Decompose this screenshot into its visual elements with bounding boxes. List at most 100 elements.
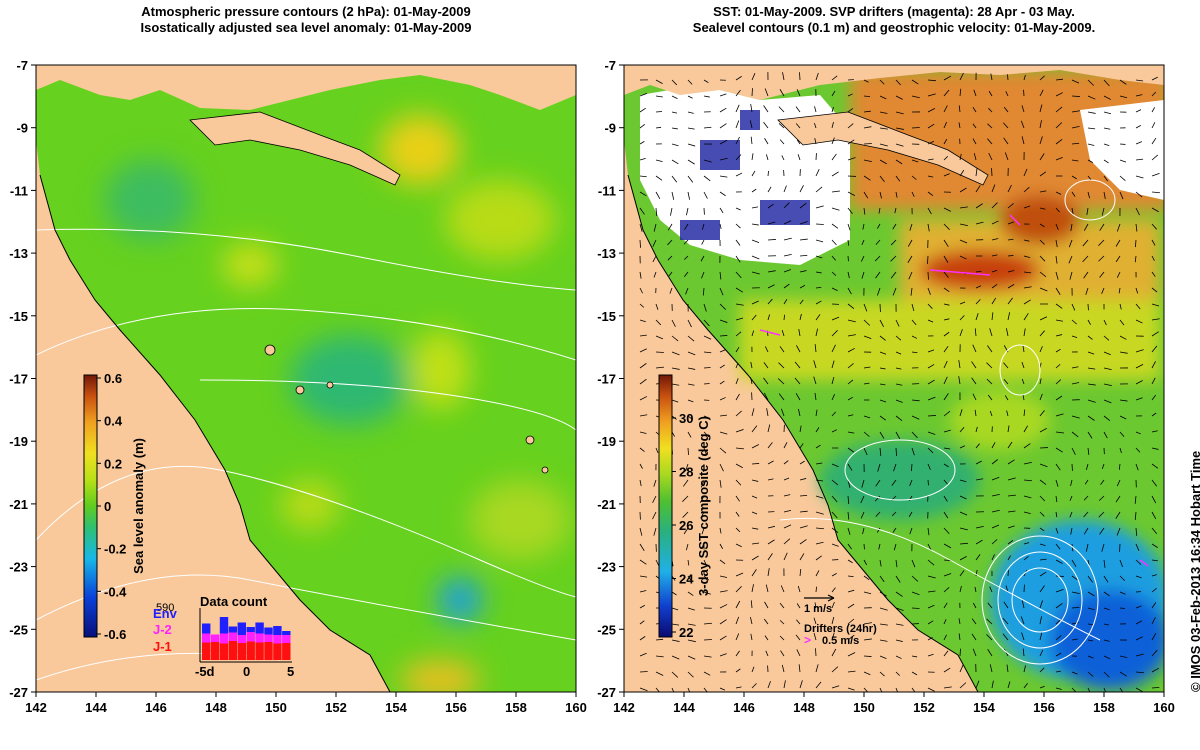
velocity-arrow [1119, 159, 1127, 163]
data-count-inset: Data count 590 Env J-2 J-1 -5d 0 5 [153, 594, 294, 679]
velocity-arrow [703, 622, 712, 625]
velocity-arrow [719, 287, 724, 296]
velocity-arrow [831, 463, 839, 468]
velocity-arrow [987, 345, 993, 353]
velocity-arrow [687, 367, 696, 370]
velocity-arrow [1023, 255, 1031, 259]
velocity-arrow [815, 511, 824, 515]
velocity-arrow [783, 524, 792, 529]
velocity-arrow [653, 223, 657, 232]
velocity-arrow [751, 73, 756, 81]
velocity-arrow [879, 655, 887, 660]
velocity-arrow [877, 223, 881, 229]
velocity-arrow [1151, 318, 1160, 321]
velocity-arrow [987, 138, 993, 145]
velocity-arrow [639, 604, 645, 609]
velocity-arrow [879, 127, 888, 130]
velocity-arrow [1135, 364, 1144, 369]
velocity-arrow [927, 349, 935, 353]
velocity-arrow [1103, 623, 1109, 626]
velocity-arrow [799, 238, 808, 241]
velocity-arrow [653, 527, 657, 536]
velocity-arrow [973, 89, 977, 97]
velocity-arrow [815, 541, 824, 545]
velocity-arrow [1151, 511, 1157, 520]
velocity-arrow [814, 138, 817, 145]
velocity-arrow [639, 378, 647, 385]
velocity-arrow [671, 127, 678, 130]
velocity-arrow [943, 75, 952, 81]
velocity-arrow [908, 511, 913, 518]
velocity-arrow [1103, 111, 1112, 115]
velocity-arrow [1020, 120, 1025, 129]
count-bar-j1 [202, 642, 211, 660]
velocity-arrow [1098, 239, 1105, 246]
velocity-arrow [687, 623, 696, 626]
velocity-arrow [862, 527, 865, 535]
velocity-arrow [779, 620, 785, 625]
velocity-arrow [799, 254, 808, 257]
velocity-arrow [1023, 313, 1029, 321]
velocity-arrow [655, 655, 664, 658]
velocity-arrow [1055, 106, 1063, 113]
velocity-arrow [831, 271, 837, 276]
velocity-arrow [943, 303, 950, 306]
velocity-arrow [991, 554, 995, 561]
velocity-arrow [1151, 345, 1158, 353]
velocity-arrow [1115, 495, 1121, 503]
velocity-arrow [1023, 168, 1028, 177]
velocity-arrow [971, 618, 977, 625]
velocity-arrow [703, 126, 712, 129]
velocity-arrow [639, 543, 645, 551]
velocity-arrow [1039, 136, 1043, 145]
velocity-arrow [895, 175, 901, 182]
velocity-arrow [779, 89, 785, 97]
velocity-arrow [1007, 203, 1014, 209]
velocity-arrow [927, 79, 936, 82]
velocity-arrow [831, 207, 840, 211]
velocity-arrow [895, 591, 903, 597]
velocity-arrow [1151, 587, 1157, 593]
velocity-arrow [878, 543, 881, 550]
velocity-arrow [831, 376, 835, 385]
velocity-arrow [1135, 349, 1144, 353]
velocity-arrow [735, 543, 742, 548]
velocity-arrow [1135, 397, 1143, 401]
left-lon-label: 144 [85, 700, 107, 715]
velocity-arrow [959, 315, 965, 321]
velocity-arrow [1135, 447, 1141, 453]
velocity-arrow [735, 479, 742, 486]
velocity-arrow [1004, 395, 1009, 401]
velocity-arrow [639, 319, 646, 323]
velocity-arrow [815, 169, 820, 177]
velocity-arrow [671, 95, 678, 99]
velocity-arrow [1039, 153, 1045, 161]
velocity-arrow [927, 687, 935, 692]
velocity-arrow [895, 575, 901, 583]
velocity-arrow [683, 527, 689, 535]
right-lat-label: -19 [597, 434, 616, 449]
velocity-arrow [1002, 633, 1009, 641]
count-bar-j2 [246, 632, 255, 642]
velocity-arrow [667, 223, 673, 231]
velocity-arrow [991, 509, 1000, 513]
velocity-arrow [671, 79, 678, 86]
velocity-arrow [779, 635, 785, 641]
velocity-arrow [1116, 223, 1121, 232]
velocity-arrow [986, 378, 993, 385]
velocity-arrow [863, 447, 868, 456]
velocity-arrow [655, 95, 663, 98]
velocity-arrow [735, 239, 741, 246]
velocity-arrow [1101, 287, 1105, 294]
velocity-arrow [751, 223, 759, 226]
velocity-arrow [959, 556, 967, 561]
velocity-arrow [1119, 95, 1128, 99]
velocity-arrow [1070, 223, 1073, 232]
colorbar-tick-label: 0.6 [104, 371, 122, 386]
velocity-arrow [847, 334, 856, 337]
velocity-arrow [751, 444, 760, 449]
velocity-arrow [1007, 477, 1016, 481]
velocity-arrow [1151, 361, 1156, 369]
velocity-arrow [687, 159, 695, 165]
velocity-arrow [751, 542, 760, 545]
